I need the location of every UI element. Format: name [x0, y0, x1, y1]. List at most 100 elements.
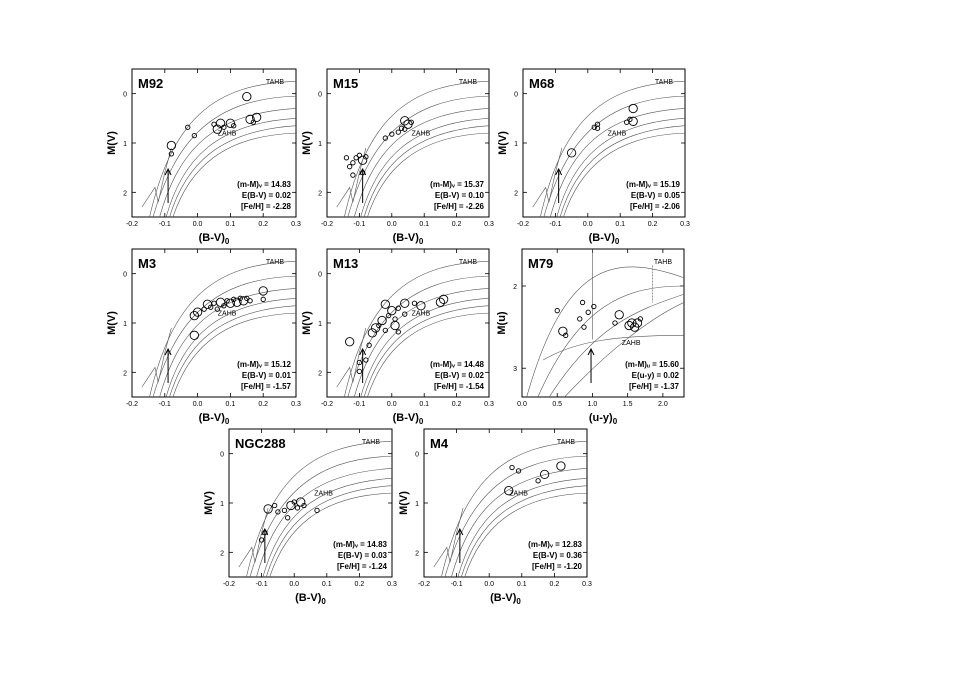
arrow-head [587, 347, 595, 356]
data-point [244, 295, 250, 301]
model-track-line [563, 132, 685, 217]
data-point [411, 300, 418, 306]
x-tick-label: -0.2 [418, 581, 430, 588]
model-tracks [336, 81, 489, 217]
data-points [189, 286, 268, 340]
data-point [314, 507, 320, 514]
parameter-line: [Fe/H] = -1.24 [337, 562, 388, 571]
model-track-line [172, 132, 296, 217]
model-track-line [444, 455, 587, 577]
x-axis-label: (B-V)0 [199, 232, 230, 246]
data-point [263, 504, 273, 514]
zahb-line [141, 147, 172, 208]
model-track-line [172, 312, 296, 397]
data-point [357, 155, 368, 165]
y-tick-label: 1 [514, 141, 518, 148]
parameter-line: (m-M)ᵥ = 15.19 [626, 180, 680, 189]
model-track-line [540, 81, 685, 217]
model-track-line [249, 455, 392, 577]
x-tick-label: 0.2 [452, 401, 462, 408]
data-point [363, 357, 369, 363]
y-tick-label: 2 [220, 550, 224, 557]
x-tick-label: 0.3 [484, 401, 494, 408]
model-track-line [543, 95, 685, 217]
parameter-line: [Fe/H] = -1.57 [241, 382, 292, 391]
x-tick-label: -0.2 [126, 221, 138, 228]
model-track-line [548, 293, 684, 397]
data-point [382, 135, 388, 141]
data-point [585, 309, 591, 315]
data-point [438, 294, 449, 304]
parameter-line: [Fe/H] = -2.28 [241, 202, 292, 211]
panel-title: M92 [138, 76, 163, 91]
y-tick-label: 2 [415, 550, 419, 557]
model-track-line [363, 305, 489, 397]
data-point [398, 125, 405, 131]
x-axis-label-subscript: 0 [419, 417, 424, 426]
model-track-line [360, 118, 489, 217]
x-tick-label: 0.2 [258, 221, 268, 228]
y-axis-label: M(V) [398, 491, 410, 515]
data-point [168, 151, 175, 157]
tahb-label: TAHB [654, 259, 672, 266]
y-tick-label: 2 [123, 370, 127, 377]
y-tick-label: 2 [514, 190, 518, 197]
parameter-line: [Fe/H] = -2.26 [434, 202, 485, 211]
model-track-line [152, 95, 296, 217]
x-tick-label: -0.1 [256, 581, 268, 588]
data-point [392, 316, 398, 322]
data-point [539, 469, 550, 480]
zahb-label: ZAHB [218, 311, 237, 318]
parameter-line: [Fe/H] = -1.20 [532, 562, 583, 571]
x-tick-label: 0.3 [582, 581, 592, 588]
data-point [554, 308, 560, 314]
y-tick-label: 0 [123, 92, 127, 99]
x-tick-label: 0.0 [387, 401, 397, 408]
data-point [202, 299, 213, 309]
x-axis-label-subscript: 0 [516, 597, 521, 606]
zahb-label: ZAHB [314, 491, 333, 498]
parameter-line: [Fe/H] = -2.06 [630, 202, 681, 211]
parameter-line: [Fe/H] = -1.54 [434, 382, 485, 391]
model-track-line [344, 261, 489, 397]
x-axis-label: (B-V)0 [199, 412, 230, 426]
data-point [377, 315, 387, 326]
data-point [591, 124, 597, 130]
x-tick-label: 0.0 [193, 401, 203, 408]
panel-m92: -0.2 -0.1 0.0 0.1 0.2 0.3012M92(B-V)0M(V)TAHB… [106, 68, 301, 246]
data-point [189, 330, 199, 340]
x-tick-label: 0.3 [680, 221, 690, 228]
y-axis-label: M(V) [203, 491, 215, 515]
data-point [215, 297, 226, 307]
x-tick-label: 0.0 [387, 221, 397, 228]
x-tick-label: 0.0 [517, 401, 527, 408]
x-axis-label: (B-V)0 [589, 232, 620, 246]
data-point [215, 118, 226, 128]
data-points [554, 299, 643, 338]
x-axis-label-subscript: 0 [225, 237, 230, 246]
data-point [612, 320, 618, 326]
x-tick-label: 0.5 [552, 401, 562, 408]
model-track-line [526, 266, 684, 397]
data-point [509, 464, 515, 471]
parameter-line: E(B-V) = 0.05 [631, 191, 681, 200]
arrow-head [164, 347, 172, 356]
data-point [632, 318, 643, 328]
y-tick-label: 0 [318, 272, 322, 279]
x-tick-label: 0.1 [517, 581, 527, 588]
x-tick-label: 0.1 [419, 401, 429, 408]
data-points [166, 91, 262, 157]
data-point [350, 172, 356, 178]
y-tick-label: 2 [513, 284, 517, 291]
model-track-line [165, 118, 296, 217]
x-tick-label: -0.1 [159, 401, 171, 408]
y-axis-label: M(V) [106, 311, 118, 335]
x-axis-label-subscript: 0 [419, 237, 424, 246]
model-track-line [550, 108, 685, 217]
model-track-line [256, 468, 392, 577]
zahb-line [141, 327, 172, 388]
model-track-line [347, 95, 489, 217]
model-tracks [141, 261, 296, 397]
parameter-line: (m-M)ᵤ = 15.60 [625, 360, 679, 369]
data-point [185, 124, 191, 130]
